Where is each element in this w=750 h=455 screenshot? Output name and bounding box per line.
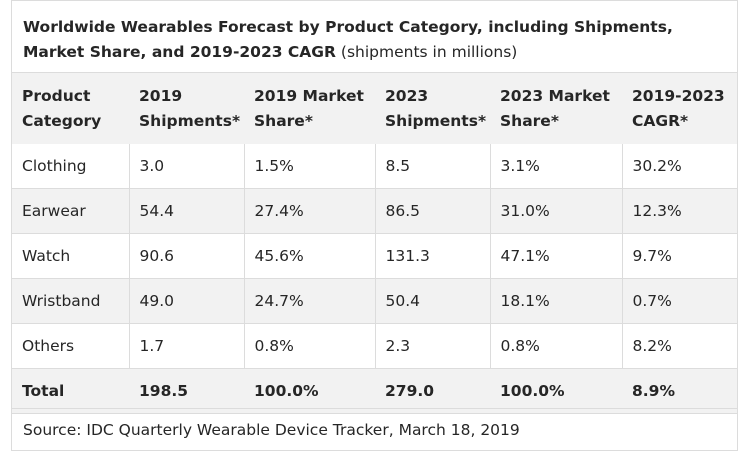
total-row: Total 198.5 100.0% 279.0 100.0% 8.9%	[12, 368, 737, 414]
cell-2019-shipments: 3.0	[129, 144, 245, 189]
cell-total-2019-share: 100.0%	[244, 368, 375, 414]
cell-cagr: 9.7%	[622, 233, 737, 279]
cell-2023-shipments: 131.3	[375, 233, 491, 279]
header-2019-shipments: 2019 Shipments*	[129, 73, 244, 144]
header-2019-share: 2019 Market Share*	[244, 73, 375, 144]
header-2023-shipments: 2023 Shipments*	[375, 73, 490, 144]
cell-2019-share: 1.5%	[244, 144, 376, 189]
cell-total-label: Total	[12, 368, 129, 414]
cell-total-2023-shipments: 279.0	[375, 368, 490, 414]
title-text: Worldwide Wearables Forecast by Product …	[23, 18, 673, 61]
cell-category: Others	[12, 323, 130, 369]
table-row: Earwear 54.4 27.4% 86.5 31.0% 12.3%	[12, 188, 737, 234]
cell-2023-shipments: 8.5	[375, 144, 491, 189]
cell-2023-shipments: 2.3	[375, 323, 491, 369]
header-row: Product Category 2019 Shipments* 2019 Mark…	[12, 73, 737, 144]
table-row: Others 1.7 0.8% 2.3 0.8% 8.2%	[12, 323, 737, 369]
cell-2023-share: 0.8%	[490, 323, 623, 369]
cell-2019-shipments: 1.7	[129, 323, 245, 369]
cell-2019-share: 0.8%	[244, 323, 376, 369]
cell-total-cagr: 8.9%	[622, 368, 737, 414]
cell-2023-share: 31.0%	[490, 188, 623, 234]
table-row: Wristband 49.0 24.7% 50.4 18.1% 0.7%	[12, 278, 737, 324]
cell-2023-share: 18.1%	[490, 278, 623, 324]
source-note: Source: IDC Quarterly Wearable Device Tr…	[12, 408, 737, 450]
cell-2019-shipments: 90.6	[129, 233, 245, 279]
header-product-category: Product Category	[12, 73, 129, 144]
cell-2023-shipments: 50.4	[375, 278, 491, 324]
cell-total-2023-share: 100.0%	[490, 368, 622, 414]
cell-2019-share: 24.7%	[244, 278, 376, 324]
cell-2023-shipments: 86.5	[375, 188, 491, 234]
table-row: Clothing 3.0 1.5% 8.5 3.1% 30.2%	[12, 144, 737, 189]
header-2023-share: 2023 Market Share*	[490, 73, 622, 144]
forecast-table: Product Category 2019 Shipments* 2019 Mark…	[12, 73, 737, 414]
cell-total-2019-shipments: 198.5	[129, 368, 244, 414]
cell-category: Watch	[12, 233, 130, 279]
cell-2019-share: 45.6%	[244, 233, 376, 279]
cell-2023-share: 47.1%	[490, 233, 623, 279]
cell-cagr: 0.7%	[622, 278, 737, 324]
cell-cagr: 8.2%	[622, 323, 737, 369]
cell-category: Earwear	[12, 188, 130, 234]
subtitle-text: (shipments in millions)	[340, 43, 518, 61]
cell-2019-shipments: 54.4	[129, 188, 245, 234]
cell-category: Clothing	[12, 144, 130, 189]
cell-2019-share: 27.4%	[244, 188, 376, 234]
cell-2023-share: 3.1%	[490, 144, 623, 189]
cell-2019-shipments: 49.0	[129, 278, 245, 324]
table-row: Watch 90.6 45.6% 131.3 47.1% 9.7%	[12, 233, 737, 279]
cell-category: Wristband	[12, 278, 130, 324]
header-cagr: 2019-2023 CAGR*	[622, 73, 737, 144]
cell-cagr: 12.3%	[622, 188, 737, 234]
table-container: Worldwide Wearables Forecast by Product …	[11, 0, 738, 451]
table-title: Worldwide Wearables Forecast by Product …	[12, 1, 737, 73]
cell-cagr: 30.2%	[622, 144, 737, 189]
